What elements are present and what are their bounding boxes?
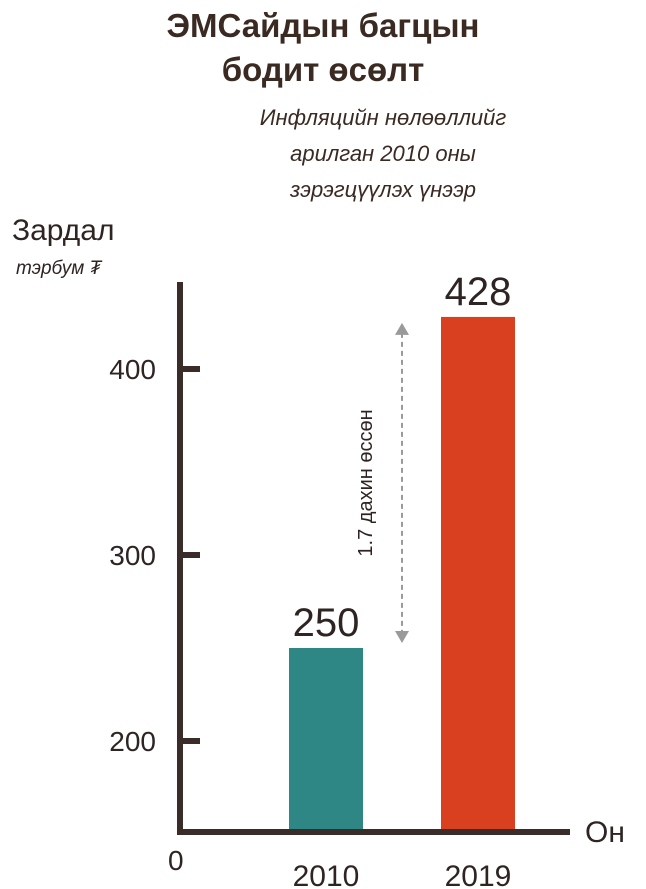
y-tick-label: 200 xyxy=(109,726,156,757)
growth-annotation: 1.7 дахин өссөн xyxy=(355,409,377,556)
y-axis-unit: тэрбум ₮ xyxy=(16,258,102,279)
chart-subtitle-line1: Инфляцийн нөлөөллийг xyxy=(259,105,507,130)
x-axis-title: Он xyxy=(585,816,625,849)
growth-arrow-head-up xyxy=(395,322,409,335)
bar-2019 xyxy=(441,316,515,829)
bar-2010 xyxy=(289,648,363,829)
y-axis-label: Зардал xyxy=(12,214,115,247)
data-label-2010: 250 xyxy=(293,601,360,645)
x-tick-label-2019: 2019 xyxy=(445,860,512,889)
y-tick-label: 400 xyxy=(109,354,156,385)
data-label-2019: 428 xyxy=(445,270,512,314)
y-tick-label: 300 xyxy=(109,540,156,571)
chart-title-line2: бодит өсөлт xyxy=(221,51,425,88)
growth-arrow-head-down xyxy=(395,631,409,643)
chart-subtitle-line2: арилган 2010 оны xyxy=(290,141,476,166)
x-tick-label-2010: 2010 xyxy=(293,860,360,889)
chart-title-line1: ЭМСайдын багцын xyxy=(166,7,480,44)
chart-subtitle-line3: зэрэгцүүлэх үнээр xyxy=(289,177,477,202)
origin-label: 0 xyxy=(168,845,184,876)
